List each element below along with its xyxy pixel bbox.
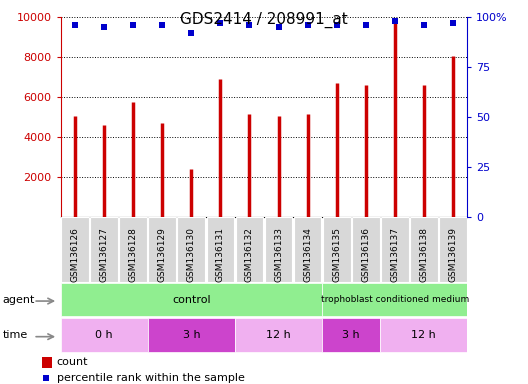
- Point: [333, 22, 341, 28]
- Text: 3 h: 3 h: [342, 330, 360, 340]
- Bar: [322, 318, 380, 352]
- Text: GSM136132: GSM136132: [245, 227, 254, 281]
- Point: [275, 24, 283, 30]
- Point: [158, 22, 167, 28]
- Point: [361, 22, 370, 28]
- Text: time: time: [3, 330, 28, 340]
- Bar: [235, 318, 322, 352]
- Bar: [352, 217, 380, 282]
- Point: [129, 22, 138, 28]
- Bar: [439, 217, 467, 282]
- Text: GSM136138: GSM136138: [419, 227, 428, 282]
- Bar: [265, 217, 293, 282]
- Point: [100, 24, 109, 30]
- Point: [449, 20, 457, 26]
- Point: [71, 22, 80, 28]
- Text: GSM136139: GSM136139: [448, 227, 457, 282]
- Text: GSM136134: GSM136134: [303, 227, 312, 281]
- Bar: [294, 217, 322, 282]
- Point: [303, 22, 312, 28]
- Text: count: count: [56, 358, 88, 367]
- Point: [391, 18, 399, 24]
- Text: 12 h: 12 h: [411, 330, 436, 340]
- Point: [42, 376, 51, 382]
- Text: GSM136131: GSM136131: [216, 227, 225, 282]
- Point: [420, 22, 428, 28]
- Bar: [61, 283, 322, 316]
- Bar: [61, 318, 148, 352]
- Text: GSM136126: GSM136126: [71, 227, 80, 281]
- Bar: [323, 217, 351, 282]
- Text: GSM136135: GSM136135: [332, 227, 341, 282]
- Bar: [381, 217, 409, 282]
- Text: 0 h: 0 h: [96, 330, 113, 340]
- Point: [187, 30, 196, 36]
- Bar: [42, 357, 52, 368]
- Text: GSM136129: GSM136129: [158, 227, 167, 281]
- Text: 12 h: 12 h: [266, 330, 291, 340]
- Bar: [410, 217, 438, 282]
- Text: control: control: [172, 295, 211, 305]
- Text: agent: agent: [3, 295, 35, 305]
- Point: [245, 22, 254, 28]
- Text: trophoblast conditioned medium: trophoblast conditioned medium: [320, 295, 469, 304]
- Bar: [148, 318, 235, 352]
- Bar: [119, 217, 147, 282]
- Text: GSM136137: GSM136137: [390, 227, 399, 282]
- Text: GDS2414 / 208991_at: GDS2414 / 208991_at: [180, 12, 348, 28]
- Bar: [61, 217, 89, 282]
- Text: GSM136130: GSM136130: [187, 227, 196, 282]
- Text: 3 h: 3 h: [183, 330, 200, 340]
- Text: GSM136133: GSM136133: [274, 227, 283, 282]
- Text: GSM136136: GSM136136: [361, 227, 370, 282]
- Text: GSM136127: GSM136127: [100, 227, 109, 281]
- Bar: [235, 217, 263, 282]
- Text: percentile rank within the sample: percentile rank within the sample: [56, 374, 244, 384]
- Bar: [322, 283, 467, 316]
- Bar: [380, 318, 467, 352]
- Bar: [206, 217, 234, 282]
- Text: GSM136128: GSM136128: [129, 227, 138, 281]
- Bar: [90, 217, 118, 282]
- Bar: [177, 217, 205, 282]
- Bar: [148, 217, 176, 282]
- Point: [216, 20, 225, 26]
